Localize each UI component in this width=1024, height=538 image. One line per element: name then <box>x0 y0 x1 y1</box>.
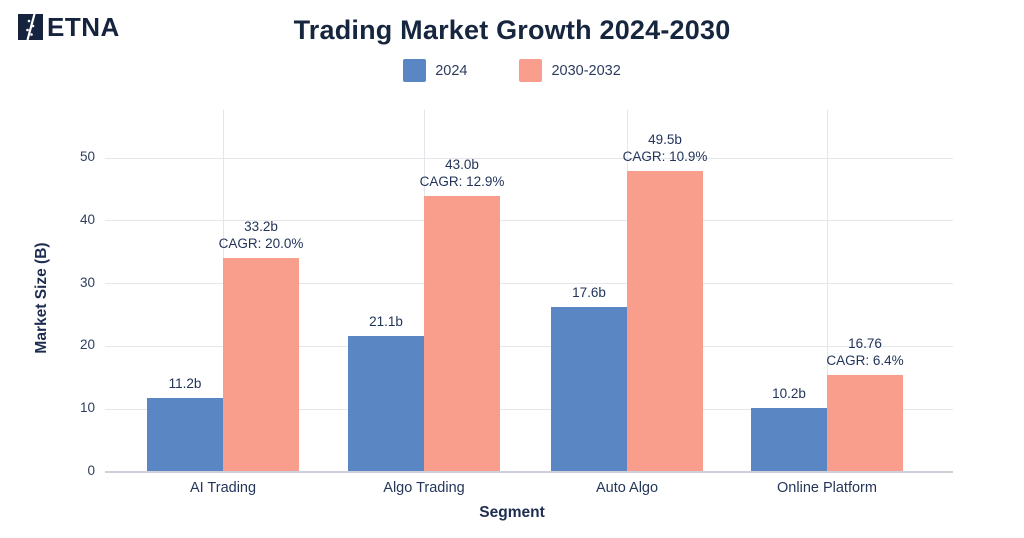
bar-label-2030-2032-online-platform: 16.76 CAGR: 6.4% <box>826 335 903 369</box>
legend-item-2024: 2024 <box>403 59 467 82</box>
chart-title: Trading Market Growth 2024-2030 <box>293 15 731 45</box>
y-tick-label-40: 40 <box>79 211 95 227</box>
x-tick-label-online-platform: Online Platform <box>777 480 877 496</box>
legend-swatch-2024 <box>403 59 427 82</box>
bar-2024-algo-trading <box>348 336 424 472</box>
x-tick-label-auto-algo: Auto Algo <box>595 480 659 496</box>
gridline-h-10 <box>105 408 953 410</box>
x-tick-label-ai-trading: AI Trading <box>189 480 257 496</box>
etna-logo-text: ETNA <box>47 12 120 42</box>
gridline-h-30 <box>105 283 953 285</box>
bar-label-2030-2032-algo-trading: 43.0b CAGR: 12.9% <box>420 156 505 190</box>
gridline-h-40 <box>105 220 953 222</box>
etna-logo-icon <box>18 13 43 41</box>
y-tick-label-10: 10 <box>79 400 95 416</box>
etna-logo: ETNA <box>18 13 120 41</box>
x-axis-title: Segment <box>479 504 545 521</box>
y-tick-label-50: 50 <box>79 149 95 164</box>
y-tick-label-30: 30 <box>79 274 95 290</box>
bar-2030-2032-ai-trading <box>223 257 299 472</box>
gridline-v-online-platform <box>827 110 828 472</box>
legend-label-2030-2032: 2030-2032 <box>551 62 621 79</box>
bar-cagr-text: CAGR: 6.4% <box>826 353 904 369</box>
bar-2024-auto-algo <box>551 306 627 472</box>
chart-legend: 2024 2030-2032 <box>0 59 1024 82</box>
bar-2024-ai-trading <box>147 397 223 472</box>
bar-2030-2032-algo-trading <box>424 195 500 472</box>
bar-value-text: 33.2b <box>244 218 278 234</box>
bar-label-2030-2032-auto-algo: 49.5b CAGR: 10.9% <box>623 131 708 165</box>
bar-2024-online-platform <box>751 407 827 472</box>
bar-value-text: 16.76 <box>848 336 882 352</box>
bar-2030-2032-online-platform <box>827 375 903 472</box>
bar-label-2024-auto-algo: 17.6b <box>572 284 606 300</box>
bar-label-2024-ai-trading: 11.2b <box>168 375 202 391</box>
bar-label-2024-online-platform: 10.2b <box>772 385 806 401</box>
y-tick-label-20: 20 <box>79 337 95 353</box>
bar-cagr-text: CAGR: 10.9% <box>622 148 708 164</box>
bar-label-2030-2032-ai-trading: 33.2b CAGR: 20.0% <box>219 218 304 252</box>
legend-item-2030-2032: 2030-2032 <box>519 59 621 82</box>
bar-value-text: 49.5b <box>648 131 682 147</box>
bar-value-text: 43.0b <box>445 156 479 172</box>
legend-swatch-2030-2032 <box>519 59 543 82</box>
bar-label-2024-algo-trading: 21.1b <box>369 314 403 330</box>
y-tick-label-0: 0 <box>87 463 95 478</box>
x-axis-line <box>105 471 953 473</box>
x-tick-label-algo-trading: Algo Trading <box>383 480 465 496</box>
bar-2030-2032-auto-algo <box>627 170 703 472</box>
gridline-h-50 <box>105 157 953 159</box>
bar-cagr-text: CAGR: 12.9% <box>419 173 505 189</box>
bar-cagr-text: CAGR: 20.0% <box>218 235 304 251</box>
gridline-h-20 <box>105 345 953 347</box>
legend-label-2024: 2024 <box>435 62 468 79</box>
